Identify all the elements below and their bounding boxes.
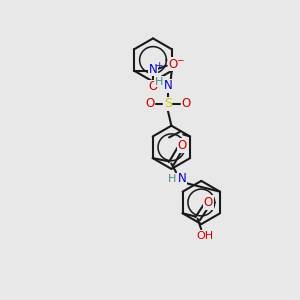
Text: OH: OH — [196, 231, 213, 241]
Text: H: H — [168, 173, 176, 184]
Text: N: N — [178, 172, 187, 185]
Text: O: O — [181, 97, 190, 110]
Text: O: O — [148, 80, 158, 94]
Text: N: N — [164, 79, 172, 92]
Text: N: N — [148, 63, 157, 76]
Text: H: H — [154, 77, 163, 87]
Text: O: O — [169, 58, 178, 71]
Text: −: − — [176, 55, 184, 64]
Text: S: S — [164, 97, 172, 110]
Text: O: O — [145, 97, 154, 110]
Text: O: O — [204, 196, 213, 209]
Text: +: + — [155, 61, 163, 70]
Text: O: O — [178, 139, 187, 152]
